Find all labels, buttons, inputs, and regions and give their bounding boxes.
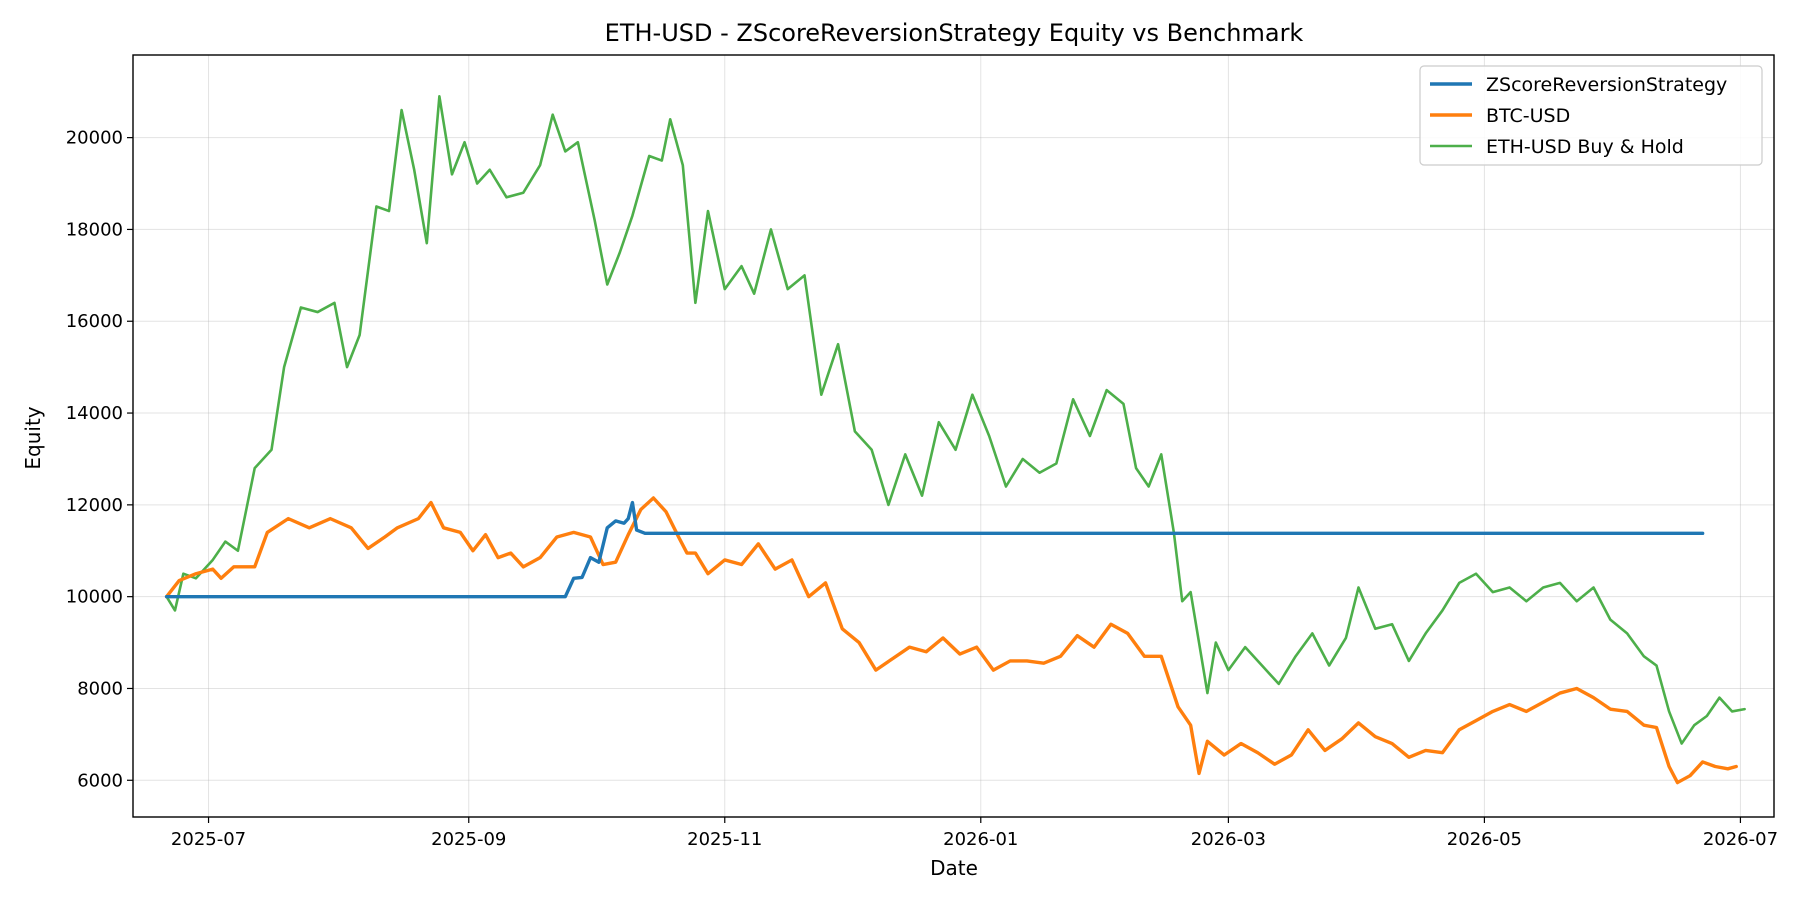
- series-line-btc-usd: [164, 496, 1738, 785]
- legend-label: ETH-USD Buy & Hold: [1486, 136, 1684, 158]
- chart-title: ETH-USD - ZScoreReversionStrategy Equity…: [605, 19, 1304, 47]
- x-axis-label: Date: [930, 856, 978, 880]
- series-line-zscorereversionstrategy: [164, 500, 1705, 599]
- x-tick-label: 2025-07: [171, 829, 246, 850]
- grid: [133, 55, 1774, 817]
- x-tick-label: 2026-07: [1703, 829, 1778, 850]
- y-tick-label: 8000: [77, 678, 123, 699]
- y-tick-label: 6000: [77, 770, 123, 791]
- y-tick-label: 14000: [66, 403, 123, 424]
- x-tick-label: 2025-11: [687, 829, 762, 850]
- x-tick-label: 2025-09: [431, 829, 506, 850]
- legend: ZScoreReversionStrategy BTC-USD ETH-USD Bu…: [1419, 65, 1763, 166]
- y-tick-label: 12000: [66, 495, 123, 516]
- y-tick-label: 16000: [66, 311, 123, 332]
- legend-label: BTC-USD: [1486, 105, 1570, 127]
- x-tick-label: 2026-01: [943, 829, 1018, 850]
- series-lines: [164, 95, 1746, 785]
- x-tick-label: 2026-03: [1191, 829, 1266, 850]
- y-tick-label: 20000: [66, 128, 123, 149]
- x-tick-label: 2026-05: [1447, 829, 1522, 850]
- y-tick-label: 18000: [66, 219, 123, 240]
- legend-label: ZScoreReversionStrategy: [1486, 74, 1727, 96]
- y-axis-label: Equity: [21, 406, 45, 469]
- axes: 6000 8000 10000 12000 14000 16000 18000 20000 20…: [66, 128, 1778, 850]
- series-line-eth-usd-buy-hold: [165, 95, 1746, 745]
- plot-frame: [132, 54, 1775, 818]
- y-tick-label: 10000: [66, 587, 123, 608]
- legend-box: [1419, 65, 1763, 166]
